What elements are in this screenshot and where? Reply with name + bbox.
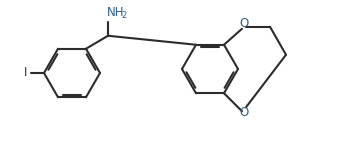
Text: O: O [239, 17, 249, 30]
Text: I: I [24, 67, 27, 80]
Text: NH: NH [107, 6, 124, 19]
Text: O: O [239, 106, 249, 119]
Text: 2: 2 [121, 11, 126, 20]
